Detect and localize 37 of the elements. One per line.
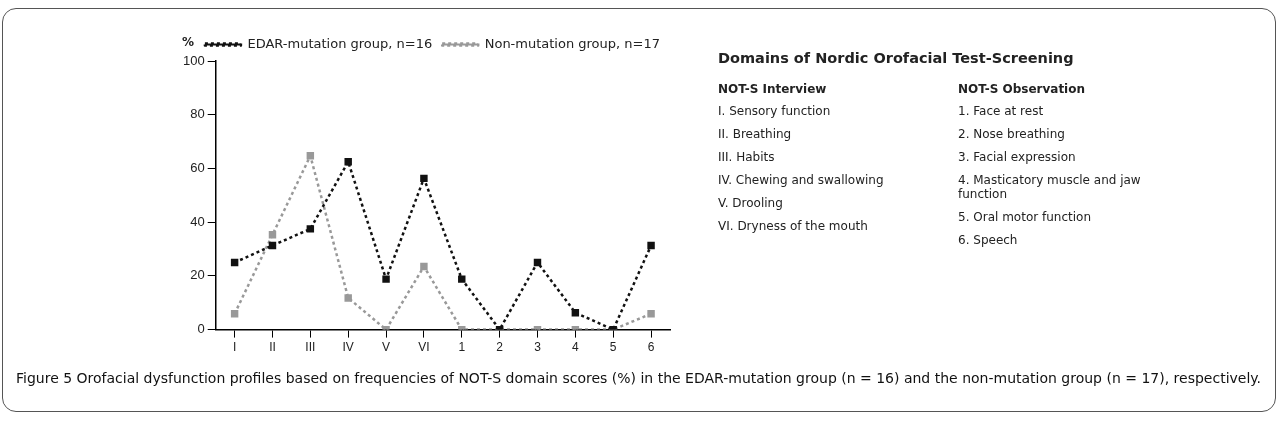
- legend-label: Non-mutation group, n=17: [484, 35, 661, 51]
- x-tick-label: V: [382, 340, 391, 355]
- x-tick-label: 2: [496, 340, 504, 355]
- text: 1. Face at rest: [958, 104, 1045, 118]
- text: IV. Chewing and swallowing: [718, 173, 885, 187]
- x-tick-label: 5: [609, 340, 617, 355]
- x-tick-label: 6: [647, 340, 655, 355]
- text: V. Drooling: [718, 196, 784, 210]
- x-tick-label: III: [305, 340, 316, 355]
- x-tick-label: II: [269, 340, 276, 355]
- text: 5. Oral motor function: [958, 210, 1092, 224]
- y-tick-label: 0: [197, 321, 205, 337]
- y-tick-label: 40: [190, 213, 205, 229]
- x-tick-label: 1: [458, 340, 466, 355]
- legend-label: EDAR-mutation group, n=16: [247, 35, 433, 51]
- x-tick-label: 3: [534, 340, 542, 355]
- x-tick-label: I: [232, 340, 237, 355]
- y-tick-label: 60: [190, 160, 205, 176]
- caption: Figure 5 Orofacial dysfunction profiles based on frequencies of NOT-S domain scores (%) in the EDAR-mutation group (n = 16) and the non-mutation group (n = 17), respectively.: [16, 369, 1263, 388]
- text: NOT-S Interview: [718, 82, 828, 96]
- y-axis-title: %: [181, 35, 195, 50]
- x-tick-label: VI: [418, 340, 430, 355]
- text: 2. Nose breathing: [958, 127, 1066, 141]
- text: NOT-S Observation: [958, 82, 1086, 96]
- text: 3. Facial expression: [958, 150, 1077, 164]
- text: III. Habits: [718, 150, 776, 164]
- y-tick-label: 80: [190, 106, 205, 122]
- text: 4. Masticatory muscle and jaw function: [958, 173, 1142, 201]
- y-tick-label: 100: [182, 52, 205, 68]
- x-tick-label: 4: [572, 340, 580, 355]
- text: II. Breathing: [718, 127, 793, 141]
- text: VI. Dryness of the mouth: [718, 219, 869, 233]
- text: 6. Speech: [958, 233, 1019, 247]
- y-tick-label: 20: [190, 267, 205, 283]
- text: I. Sensory function: [718, 104, 832, 118]
- text: Domains of Nordic Orofacial Test-Screening: [718, 50, 1075, 66]
- x-tick-label: IV: [342, 340, 354, 355]
